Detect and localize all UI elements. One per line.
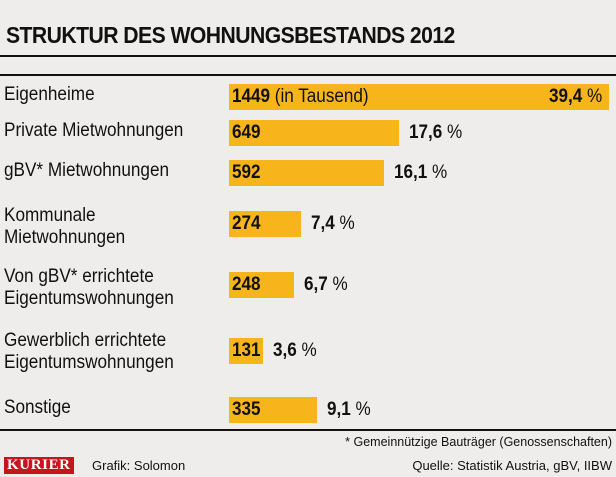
bar xyxy=(229,120,399,146)
footnote: * Gemeinnützige Bauträger (Genossenschaf… xyxy=(345,435,612,449)
percent-sign: % xyxy=(301,340,317,361)
row-label: Kommunale Mietwohnungen xyxy=(4,204,125,248)
percent-label: 39,4 % xyxy=(549,85,602,109)
row-label: Von gBV* errichtete Eigentumswohnungen xyxy=(4,265,174,309)
row-label: Private Mietwohnungen xyxy=(4,119,183,141)
percent-number: 7,4 xyxy=(311,213,335,234)
percent-sign: % xyxy=(332,274,348,295)
bar xyxy=(229,397,317,423)
percent-label: 6,7 % xyxy=(304,273,348,297)
percent-number: 17,6 xyxy=(409,122,443,143)
value-number: 131 xyxy=(232,340,261,361)
value-number: 335 xyxy=(232,399,261,420)
value-label: 274 xyxy=(232,212,261,236)
value-label: 649 xyxy=(232,121,261,145)
value-label: 335 xyxy=(232,398,261,422)
percent-label: 17,6 % xyxy=(409,121,462,145)
percent-sign: % xyxy=(586,86,603,107)
bar xyxy=(229,338,263,364)
value-number: 1449 xyxy=(232,86,271,107)
row-label-line: Gewerblich errichtete xyxy=(4,329,167,351)
row-label-line: gBV* Mietwohnungen xyxy=(4,159,170,181)
value-number: 592 xyxy=(232,162,261,183)
percent-label: 7,4 % xyxy=(311,212,355,236)
percent-number: 9,1 xyxy=(327,399,351,420)
row-label-line: Eigentumswohnungen xyxy=(4,351,174,373)
row-label-line: Private Mietwohnungen xyxy=(4,119,184,141)
percent-sign: % xyxy=(355,399,371,420)
percent-label: 9,1 % xyxy=(327,398,371,422)
row-label: Gewerblich errichtete Eigentumswohnungen xyxy=(4,329,174,373)
source-note: Quelle: Statistik Austria, gBV, IIBW xyxy=(412,458,612,473)
bar xyxy=(229,211,301,237)
percent-number: 39,4 xyxy=(548,86,583,107)
percent-number: 16,1 xyxy=(394,162,428,183)
table-top-divider xyxy=(0,74,616,76)
value-number: 248 xyxy=(232,274,261,295)
row-label-line: Kommunale xyxy=(4,204,96,226)
value-number: 274 xyxy=(232,213,261,234)
row-label-line: Eigenheime xyxy=(4,83,95,105)
value-label: 1449 (in Tausend) xyxy=(232,85,369,109)
percent-sign: % xyxy=(339,213,355,234)
row-label: Eigenheime xyxy=(4,83,95,105)
table-bottom-divider xyxy=(0,429,616,431)
percent-label: 3,6 % xyxy=(273,339,317,363)
row-label-line: Mietwohnungen xyxy=(4,226,126,248)
graphic-credit: Grafik: Solomon xyxy=(92,458,186,473)
value-number: 649 xyxy=(232,122,261,143)
bar xyxy=(229,84,609,110)
value-label: 131 xyxy=(232,339,261,363)
percent-number: 3,6 xyxy=(273,340,297,361)
row-label: Sonstige xyxy=(4,396,71,418)
percent-sign: % xyxy=(432,162,448,183)
value-label: 592 xyxy=(232,161,261,185)
kurier-logo: KURIER xyxy=(4,457,74,474)
chart-title: STRUKTUR DES WOHNUNGSBESTANDS 2012 xyxy=(6,22,455,48)
percent-label: 16,1 % xyxy=(394,161,447,185)
value-label: 248 xyxy=(232,273,261,297)
row-label-line: Sonstige xyxy=(4,396,71,418)
percent-sign: % xyxy=(447,122,463,143)
unit-note: (in Tausend) xyxy=(274,86,369,107)
bar xyxy=(229,160,384,186)
row-label-line: Von gBV* errichtete xyxy=(4,265,154,287)
bar xyxy=(229,272,294,298)
title-divider xyxy=(0,55,616,57)
percent-number: 6,7 xyxy=(304,274,328,295)
row-label: gBV* Mietwohnungen xyxy=(4,159,169,181)
row-label-line: Eigentumswohnungen xyxy=(4,287,174,309)
